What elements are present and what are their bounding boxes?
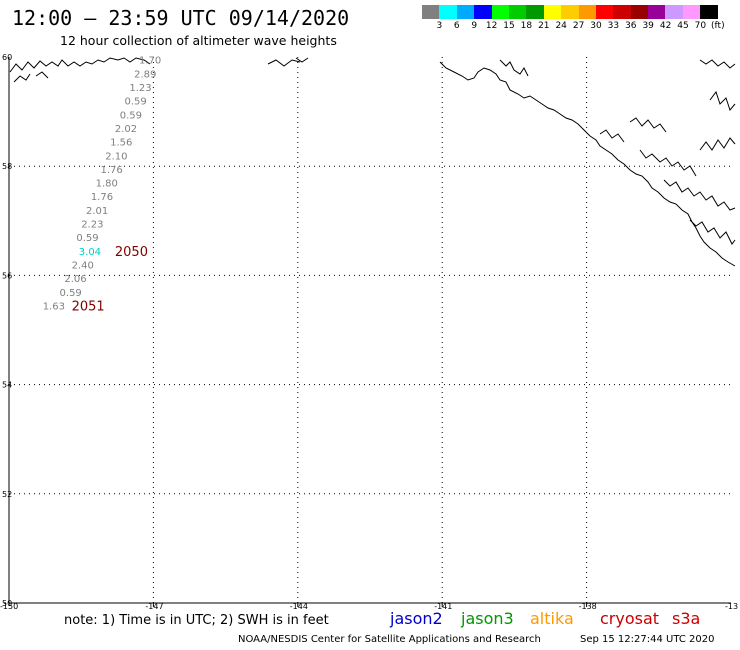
colorbar-swatch (595, 5, 614, 19)
wave-readings: 1.70 2.89 1.23 0.59 0.59 2.02 1.56 2.10 1.76 1.80… (43, 56, 162, 315)
colorbar-swatch (561, 5, 579, 19)
colorbar (422, 5, 718, 19)
colorbar-swatch (526, 5, 544, 19)
lon-tick-label: -141 (434, 602, 452, 611)
colorbar-label: 3 (436, 21, 443, 31)
lon-tick-label: -150 (0, 602, 18, 611)
wave-height-reading: 0.59 (76, 233, 98, 244)
credit-line: NOAA/NESDIS Center for Satellite Applica… (238, 634, 541, 645)
wave-height-reading: 1.70 (139, 56, 161, 67)
wave-height-reading: 0.59 (60, 288, 82, 299)
colorbar-label: 12 (485, 21, 498, 31)
colorbar-label: 9 (471, 21, 478, 31)
coastline-segment (663, 179, 736, 211)
colorbar-label: 18 (520, 21, 533, 31)
coastline-segment (639, 149, 697, 177)
colorbar-label: 33 (607, 21, 620, 31)
lat-tick-label: 54 (2, 381, 12, 390)
colorbar-swatch (543, 5, 562, 19)
wave-height-reading: 1.76 (91, 192, 113, 203)
coastline (9, 57, 736, 267)
colorbar-label: 30 (590, 21, 602, 31)
colorbar-swatch (700, 5, 718, 19)
lon-tick-label: -144 (290, 602, 308, 611)
satellite-name: s3a (672, 609, 701, 628)
axis-tick-labels: 50 52 54 56 58 60 -150 -147 -144 -141 -138 -13 (0, 53, 738, 611)
wave-height-reading: 2.01 (86, 206, 108, 217)
satellite-name: jason3 (461, 609, 514, 628)
coastline-segment (267, 57, 309, 67)
colorbar-labels: 3 6 9 12 15 18 21 24 27 30 33 36 39 42 45 70 (ft) (422, 21, 740, 33)
colorbar-swatch (665, 5, 683, 19)
wave-height-reading: 0.59 (125, 97, 147, 108)
wave-height-reading: 2.40 (72, 260, 94, 271)
lat-tick-label: 52 (2, 490, 12, 499)
colorbar-label: 45 (677, 21, 689, 31)
wave-height-reading: 2.10 (105, 151, 127, 162)
lat-tick-label: 56 (2, 271, 12, 280)
pass-number-label: 2050 (115, 245, 148, 260)
coastline-segment (699, 59, 736, 69)
colorbar-swatch (613, 5, 631, 19)
colorbar-swatch (422, 5, 440, 19)
lon-tick-label: -147 (145, 602, 163, 611)
map-grid (8, 57, 731, 607)
colorbar-swatch (578, 5, 596, 19)
lat-tick-label: 50 (2, 599, 12, 608)
colorbar-swatch (508, 5, 527, 19)
colorbar-label: 24 (555, 21, 567, 31)
colorbar-label: 39 (642, 21, 654, 31)
colorbar-label: 21 (538, 21, 550, 31)
coastline-segment (699, 137, 736, 151)
coastline-segment (689, 219, 736, 245)
coastline-segment (13, 71, 49, 83)
satellite-name: jason2 (390, 609, 443, 628)
lon-tick-label: -138 (579, 602, 597, 611)
wave-height-reading: 1.76 (100, 165, 122, 176)
colorbar-label: (ft) (711, 21, 725, 31)
wave-height-reading: 1.56 (110, 138, 132, 149)
colorbar-swatch (456, 5, 475, 19)
colorbar-swatch (648, 5, 666, 19)
wave-height-reading: 1.80 (96, 179, 118, 190)
lat-tick-label: 60 (2, 53, 12, 62)
coastline-segment (709, 90, 736, 112)
page-title: 12:00 – 23:59 UTC 09/14/2020 (12, 6, 350, 30)
colorbar-label: 27 (572, 21, 585, 31)
generated-timestamp: Sep 15 12:27:44 UTC 2020 (580, 634, 715, 645)
colorbar-label: 42 (659, 21, 672, 31)
coastline-segment (599, 117, 667, 143)
colorbar-swatch (630, 5, 649, 19)
coastline-segment (9, 57, 151, 73)
wave-height-reading: 1.23 (129, 83, 151, 94)
coastline-segment (499, 59, 529, 77)
wave-height-reading: 1.63 (43, 301, 65, 312)
colorbar-label: 6 (453, 21, 460, 31)
colorbar-label: 36 (625, 21, 637, 31)
pass-number-label: 2051 (72, 299, 105, 314)
colorbar-swatch (474, 5, 492, 19)
wave-height-reading: 2.06 (64, 274, 86, 285)
wave-height-reading: 2.89 (134, 69, 156, 80)
satellite-name: cryosat (600, 609, 660, 628)
coastline-segment (439, 61, 736, 267)
colorbar-swatch (491, 5, 509, 19)
lon-tick-label: -13 (725, 602, 738, 611)
colorbar-swatch (682, 5, 701, 19)
colorbar-swatch (439, 5, 457, 19)
wave-height-reading: 0.59 (120, 110, 142, 121)
satellite-name: altika (530, 609, 574, 628)
colorbar-label: 70 (694, 21, 707, 31)
wave-height-reading: 3.04 (79, 247, 101, 258)
lat-tick-label: 58 (2, 162, 12, 171)
page-subtitle: 12 hour collection of altimeter wave hei… (60, 33, 337, 48)
units-note: note: 1) Time is in UTC; 2) SWH is in fe… (64, 613, 329, 628)
wave-height-reading: 2.23 (81, 220, 103, 231)
wave-height-reading: 2.02 (115, 124, 137, 135)
colorbar-label: 15 (503, 21, 515, 31)
